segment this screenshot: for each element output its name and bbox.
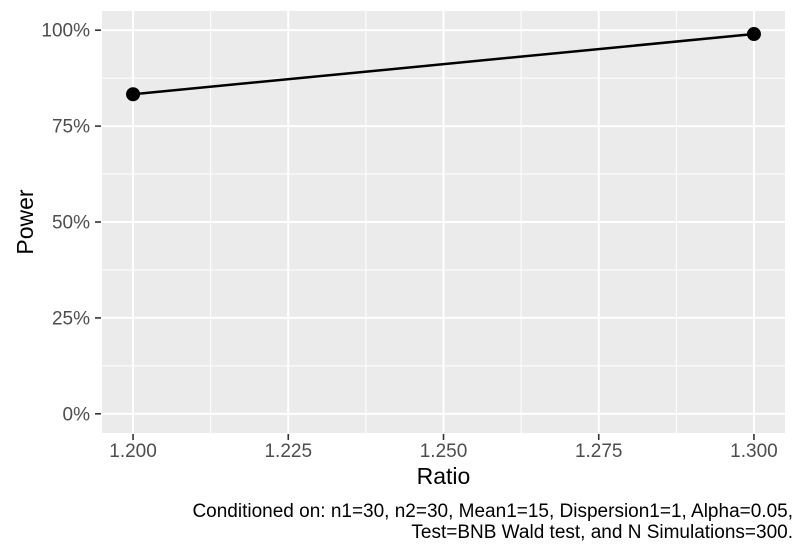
data-point — [746, 27, 761, 42]
caption-line-2: Test=BNB Wald test, and N Simulations=30… — [411, 521, 793, 543]
x-axis-title: Ratio — [416, 463, 471, 489]
y-tick-label: 100% — [41, 21, 90, 42]
x-tick-label: 1.225 — [264, 441, 312, 462]
x-tick-label: 1.200 — [109, 441, 157, 462]
y-axis-title: Power — [12, 189, 38, 255]
y-tick-label: 50% — [52, 213, 90, 234]
x-tick-label: 1.250 — [420, 441, 468, 462]
caption: Conditioned on: n1=30, n2=30, Mean1=15, … — [192, 501, 793, 543]
y-tick-label: 75% — [52, 117, 90, 138]
x-tick-label: 1.275 — [575, 441, 623, 462]
series-line — [132, 32, 755, 96]
x-tick-label: 1.300 — [730, 441, 778, 462]
caption-line-1: Conditioned on: n1=30, n2=30, Mean1=15, … — [192, 501, 793, 522]
data-point — [126, 87, 141, 102]
y-tick-label: 25% — [52, 308, 90, 329]
y-tick-label: 0% — [63, 404, 91, 425]
